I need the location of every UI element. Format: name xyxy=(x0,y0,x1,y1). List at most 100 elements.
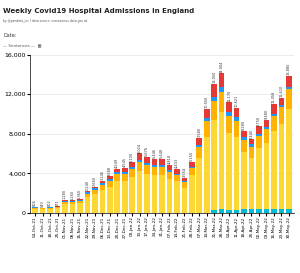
Bar xyxy=(137,171,142,213)
Bar xyxy=(174,182,180,213)
Bar xyxy=(241,131,247,137)
Bar xyxy=(196,158,202,213)
Bar xyxy=(62,204,68,213)
Bar xyxy=(256,149,262,209)
Bar xyxy=(249,158,254,209)
Text: 3,688: 3,688 xyxy=(108,165,112,176)
Bar xyxy=(107,179,112,181)
Text: 11,610: 11,610 xyxy=(279,85,283,97)
Bar xyxy=(174,169,180,174)
Text: 3,554: 3,554 xyxy=(182,167,186,177)
Bar xyxy=(234,136,239,210)
Bar xyxy=(32,209,38,213)
Bar xyxy=(264,127,269,129)
Bar xyxy=(40,208,46,209)
Bar xyxy=(189,167,195,168)
Bar xyxy=(144,163,150,165)
Text: Weekly Covid19 Hospital Admissions in England: Weekly Covid19 Hospital Admissions in En… xyxy=(3,8,194,14)
Bar xyxy=(196,147,202,158)
Text: Date:: Date: xyxy=(3,33,16,38)
Bar xyxy=(226,116,232,133)
Bar xyxy=(70,201,75,202)
Bar xyxy=(241,152,247,209)
Bar xyxy=(115,172,120,174)
Bar xyxy=(159,165,165,167)
Bar xyxy=(115,169,120,172)
Bar xyxy=(256,126,262,133)
Text: 5,446: 5,446 xyxy=(152,148,157,158)
Bar xyxy=(40,207,46,208)
Bar xyxy=(122,172,128,174)
Bar xyxy=(62,201,68,202)
Bar xyxy=(107,181,112,187)
Bar xyxy=(182,181,187,182)
Bar xyxy=(234,121,239,136)
Bar xyxy=(182,188,187,213)
Bar xyxy=(152,175,157,213)
Bar xyxy=(249,209,254,213)
Bar xyxy=(159,175,165,213)
Text: 10,550: 10,550 xyxy=(205,95,209,108)
Text: 1,360: 1,360 xyxy=(78,189,82,199)
Bar xyxy=(278,98,284,105)
Bar xyxy=(189,175,195,213)
Bar xyxy=(219,92,224,112)
Bar xyxy=(189,162,195,167)
Bar xyxy=(115,181,120,213)
Text: 13,050: 13,050 xyxy=(212,71,216,83)
Bar xyxy=(107,176,112,179)
Bar xyxy=(286,209,292,213)
Bar xyxy=(271,103,277,114)
Bar xyxy=(85,192,90,194)
Bar xyxy=(70,200,75,201)
Bar xyxy=(204,109,209,118)
Bar xyxy=(234,117,239,121)
Bar xyxy=(62,202,68,204)
Text: by @pandata_joc | data source: coronavirus.data.gov.uk: by @pandata_joc | data source: coronavir… xyxy=(3,19,87,23)
Bar xyxy=(249,144,254,147)
Text: 5,150: 5,150 xyxy=(190,151,194,161)
Bar xyxy=(278,209,284,213)
Bar xyxy=(92,188,98,190)
Bar xyxy=(152,165,157,167)
Bar xyxy=(219,73,224,87)
Bar xyxy=(234,210,239,213)
Bar xyxy=(226,102,232,111)
Bar xyxy=(212,210,217,213)
Text: 3,246: 3,246 xyxy=(100,170,104,180)
Bar xyxy=(100,185,105,190)
Text: 9,480: 9,480 xyxy=(264,109,268,119)
Bar xyxy=(115,174,120,181)
Bar xyxy=(264,209,269,213)
Bar xyxy=(286,109,292,209)
Bar xyxy=(152,167,157,175)
Text: 8,750: 8,750 xyxy=(257,115,261,126)
Bar xyxy=(40,209,46,213)
Bar xyxy=(47,209,53,213)
Bar xyxy=(47,208,53,209)
Bar xyxy=(271,116,277,131)
Text: 7,580: 7,580 xyxy=(197,127,201,137)
Bar xyxy=(144,157,150,163)
Bar xyxy=(196,138,202,146)
Bar xyxy=(129,162,135,167)
Bar xyxy=(129,177,135,213)
Bar xyxy=(286,87,292,89)
Bar xyxy=(278,124,284,209)
Bar xyxy=(167,165,172,170)
Text: 1,260: 1,260 xyxy=(70,189,74,200)
Bar xyxy=(62,200,68,201)
Bar xyxy=(70,202,75,204)
Text: 13,880: 13,880 xyxy=(287,63,291,75)
Bar xyxy=(137,153,142,160)
Bar xyxy=(137,162,142,171)
Bar xyxy=(159,159,165,165)
Bar xyxy=(85,191,90,192)
Bar xyxy=(182,182,187,188)
Text: 11,170: 11,170 xyxy=(227,89,231,102)
Bar xyxy=(212,120,217,210)
Bar xyxy=(256,209,262,213)
Bar xyxy=(286,76,292,87)
Text: 6,024: 6,024 xyxy=(138,143,142,153)
Bar xyxy=(92,187,98,188)
